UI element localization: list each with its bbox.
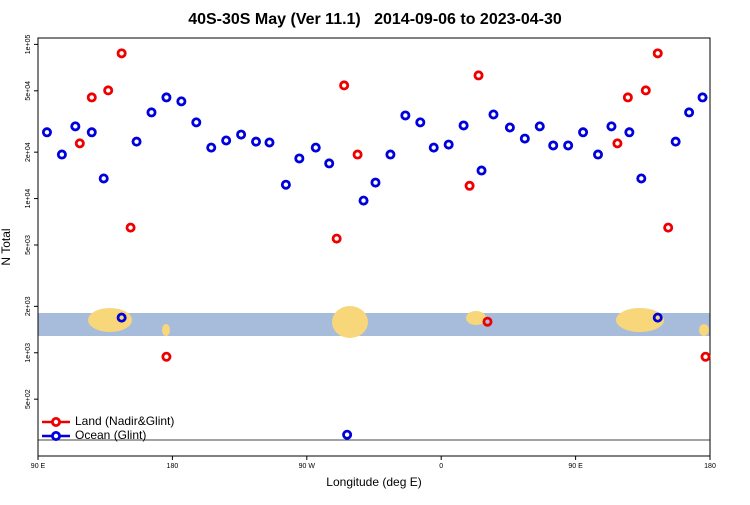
data-point [476, 165, 487, 176]
legend-marker [51, 430, 62, 441]
x-tick-label: 90 E [31, 463, 46, 470]
data-point [86, 92, 97, 103]
legend-item: Ocean (Glint) [42, 428, 146, 442]
data-point [415, 117, 426, 128]
data-point [131, 136, 142, 147]
data-point [70, 121, 81, 132]
y-tick-label: 5e+04 [25, 81, 32, 101]
data-point [612, 138, 623, 149]
y-tick-label: 1e+04 [25, 189, 32, 209]
data-point [236, 129, 247, 140]
data-point [331, 233, 342, 244]
x-tick-label: 90 W [299, 463, 316, 470]
data-point [191, 117, 202, 128]
y-tick-label: 1e+05 [25, 34, 32, 54]
land-shape [162, 324, 170, 336]
data-point [161, 92, 172, 103]
x-tick-label: 0 [439, 463, 443, 470]
data-point [652, 312, 663, 323]
data-point [473, 70, 484, 81]
data-point [98, 173, 109, 184]
data-point [578, 127, 589, 138]
data-point [161, 351, 172, 362]
ocean-band [38, 313, 710, 336]
data-point [663, 222, 674, 233]
data-point [622, 92, 633, 103]
y-tick-label: 1e+03 [25, 343, 32, 363]
data-point [116, 48, 127, 59]
data-point [352, 149, 363, 160]
chart-title: 40S-30S May (Ver 11.1) 2014-09-06 to 202… [188, 11, 562, 28]
land-shape [616, 308, 664, 332]
data-point [370, 177, 381, 188]
data-point [339, 80, 350, 91]
legend-item: Land (Nadir&Glint) [42, 414, 174, 428]
legend-label: Land (Nadir&Glint) [75, 414, 174, 428]
x-axis-label: Longitude (deg E) [326, 475, 421, 489]
data-point [146, 107, 157, 118]
data-point [624, 127, 635, 138]
data-point [519, 133, 530, 144]
data-point [488, 109, 499, 120]
data-point [428, 142, 439, 153]
data-point [103, 85, 114, 96]
data-point [342, 429, 353, 440]
data-point [125, 222, 136, 233]
y-tick-label: 5e+02 [25, 389, 32, 409]
data-point [41, 127, 52, 138]
data-point [294, 153, 305, 164]
data-point [504, 122, 515, 133]
data-point [700, 351, 711, 362]
data-point [606, 121, 617, 132]
data-point [563, 140, 574, 151]
data-point [464, 180, 475, 191]
data-point [482, 316, 493, 327]
data-point [56, 149, 67, 160]
data-point [385, 149, 396, 160]
y-tick-label: 2e+03 [25, 296, 32, 316]
map-strip [38, 306, 710, 338]
data-point [670, 136, 681, 147]
legend-marker [51, 416, 62, 427]
x-tick-label: 180 [704, 463, 716, 470]
data-point [206, 142, 217, 153]
legend-label: Ocean (Glint) [75, 428, 146, 442]
data-point [310, 142, 321, 153]
data-point [400, 110, 411, 121]
y-tick-label: 2e+04 [25, 142, 32, 162]
land-shape [699, 324, 709, 336]
data-point [593, 149, 604, 160]
data-point [358, 195, 369, 206]
land-shape [466, 311, 486, 325]
data-point [324, 158, 335, 169]
data-point [74, 138, 85, 149]
y-axis-label: N Total [0, 228, 13, 265]
data-point [116, 312, 127, 323]
data-point [652, 48, 663, 59]
plot-frame [37, 37, 711, 457]
land-shape [332, 306, 368, 338]
data-point [697, 92, 708, 103]
data-point [280, 179, 291, 190]
x-tick-label: 180 [167, 463, 179, 470]
data-point [548, 140, 559, 151]
x-tick-label: 90 E [568, 463, 583, 470]
y-tick-label: 5e+03 [25, 235, 32, 255]
data-point [443, 139, 454, 150]
data-point [534, 121, 545, 132]
data-point [221, 135, 232, 146]
data-point [636, 173, 647, 184]
data-point [458, 120, 469, 131]
data-point [251, 136, 262, 147]
data-point [86, 127, 97, 138]
data-point [264, 137, 275, 148]
data-point [684, 107, 695, 118]
data-point [640, 85, 651, 96]
data-point [176, 96, 187, 107]
